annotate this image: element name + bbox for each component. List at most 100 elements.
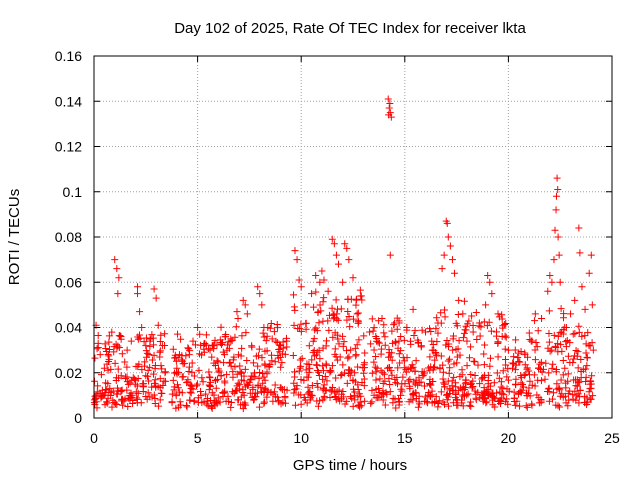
data-point <box>379 396 387 404</box>
data-point <box>133 395 141 403</box>
data-point <box>521 370 529 378</box>
data-point <box>101 391 109 399</box>
data-point <box>113 384 121 392</box>
data-point <box>235 381 243 389</box>
y-tick-label: 0.02 <box>55 365 82 381</box>
data-point <box>156 338 164 346</box>
data-point <box>185 345 193 353</box>
data-point <box>388 371 396 379</box>
data-point <box>440 379 448 387</box>
data-point <box>123 346 131 354</box>
x-axis-label: GPS time / hours <box>293 457 407 474</box>
data-point <box>464 390 472 398</box>
data-point <box>443 336 451 344</box>
data-point <box>393 325 401 333</box>
data-point <box>409 396 417 404</box>
data-point <box>213 341 221 349</box>
data-point <box>484 380 492 388</box>
data-point <box>327 367 335 375</box>
data-point <box>449 346 457 354</box>
data-point <box>353 295 361 303</box>
data-point <box>357 402 365 410</box>
data-point <box>369 327 377 335</box>
data-point <box>214 365 222 373</box>
data-point <box>466 380 474 388</box>
data-point <box>415 398 423 406</box>
data-point <box>291 306 299 314</box>
data-point <box>255 345 263 353</box>
data-point <box>297 320 305 328</box>
data-point <box>296 356 304 364</box>
data-point <box>523 403 531 411</box>
data-point <box>542 359 550 367</box>
data-point <box>581 332 589 340</box>
data-point <box>391 338 399 346</box>
data-point <box>258 354 266 362</box>
data-point <box>345 353 353 361</box>
data-point <box>574 348 582 356</box>
data-point <box>261 361 269 369</box>
data-point <box>407 337 415 345</box>
data-point <box>144 389 152 397</box>
data-point <box>150 285 158 293</box>
data-point <box>295 325 303 333</box>
data-point <box>583 401 591 409</box>
data-point <box>499 367 507 375</box>
data-point <box>531 382 539 390</box>
y-tick-label: 0.14 <box>55 93 82 109</box>
data-point <box>290 379 298 387</box>
data-point <box>205 386 213 394</box>
data-point <box>495 397 503 405</box>
data-point <box>582 349 590 357</box>
data-point <box>140 382 148 390</box>
data-point <box>452 346 460 354</box>
data-point <box>376 375 384 383</box>
grid-lines <box>94 56 612 418</box>
data-point <box>319 298 327 306</box>
data-point <box>343 244 351 252</box>
data-point <box>450 360 458 368</box>
data-point <box>446 355 454 363</box>
data-point <box>486 278 494 286</box>
data-point <box>334 260 342 268</box>
data-point <box>460 329 468 337</box>
data-point <box>445 340 453 348</box>
data-point <box>247 372 255 380</box>
data-point <box>513 397 521 405</box>
data-point <box>300 394 308 402</box>
data-point <box>295 276 303 284</box>
data-point <box>500 391 508 399</box>
data-point <box>556 278 564 286</box>
data-point <box>434 329 442 337</box>
data-point <box>549 389 557 397</box>
data-point <box>438 265 446 273</box>
data-point <box>347 346 355 354</box>
y-tick-label: 0.04 <box>55 320 82 336</box>
data-point <box>198 374 206 382</box>
data-point <box>236 362 244 370</box>
data-point <box>217 323 225 331</box>
data-point <box>244 381 252 389</box>
data-point <box>322 342 330 350</box>
data-point <box>227 403 235 411</box>
data-point <box>553 174 561 182</box>
data-point <box>326 386 334 394</box>
data-point <box>465 354 473 362</box>
data-point <box>541 375 549 383</box>
data-point <box>216 398 224 406</box>
data-point <box>550 331 558 339</box>
data-point <box>445 402 453 410</box>
data-point <box>366 328 374 336</box>
data-point <box>320 381 328 389</box>
data-point <box>575 393 583 401</box>
x-tick-labels: 0 5 10 15 20 25 <box>90 430 620 446</box>
data-point <box>332 393 340 401</box>
data-point <box>356 403 364 411</box>
data-point <box>281 392 289 400</box>
data-point <box>170 383 178 391</box>
data-point <box>290 389 298 397</box>
data-point <box>274 393 282 401</box>
data-point <box>504 346 512 354</box>
data-point <box>471 387 479 395</box>
data-point <box>197 392 205 400</box>
